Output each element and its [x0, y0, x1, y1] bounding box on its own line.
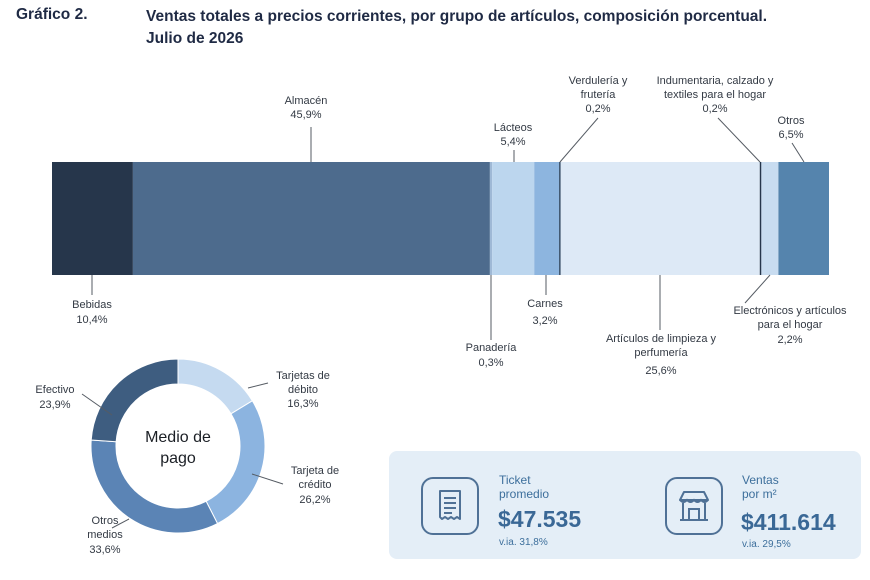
label-verduleria-line1: Verdulería y [569, 75, 628, 87]
label-limpieza-line1: Artículos de limpieza y [606, 333, 717, 345]
figure-number: Gráfico 2. [16, 6, 88, 23]
store-icon [665, 477, 723, 535]
donut-slice-tarjeta-de-credito [205, 400, 266, 525]
label-electronicos-value: 2,2% [777, 334, 802, 346]
leader-lines [91, 117, 805, 340]
receipt-icon [421, 477, 479, 535]
chart-title: Ventas totales a precios corrientes, por… [146, 6, 866, 50]
donut-label-debito-line1: Tarjetas de [276, 370, 330, 382]
donut-label-efectivo-name: Efectivo [35, 384, 74, 396]
donut-labels: Efectivo 23,9% Tarjetas de débito 16,3% … [35, 370, 339, 556]
donut-label-credito-line2: crédito [298, 479, 331, 491]
ticket-label: Ticket promedio [499, 473, 549, 501]
label-bebidas-value: 10,4% [76, 314, 107, 326]
leader-otros [791, 142, 805, 163]
chart-title-line2: Julio de 2026 [146, 30, 244, 47]
donut-label-otros-line2: medios [87, 529, 123, 541]
bar-segment-otros [778, 162, 829, 275]
donut-label-credito-value: 26,2% [299, 494, 330, 506]
donut-label-debito-line2: débito [288, 384, 318, 396]
chart-title-line1: Ventas totales a precios corrientes, por… [146, 8, 768, 25]
donut-leader-debito [247, 382, 269, 389]
bar-segment-bebidas [52, 162, 133, 275]
donut-center-line1: Medio de [145, 429, 211, 446]
ticket-value: $47.535 [498, 506, 582, 532]
donut-chart [90, 358, 266, 534]
ventas-change: v.ia. 29,5% [742, 539, 791, 550]
donut-leader-efectivo [81, 393, 113, 416]
donut-label-otros-value: 33,6% [89, 544, 120, 556]
label-carnes-name: Carnes [527, 298, 563, 310]
label-otros-name: Otros [778, 115, 805, 127]
kpi-panel: Ticket promedio $47.535 v.ia. 31,8% Vent… [389, 451, 861, 559]
bar-segment-electronicos-y-articulos-para-el-hogar [761, 162, 779, 275]
leader-electronicos [744, 274, 771, 304]
donut-label-efectivo-value: 23,9% [39, 399, 70, 411]
label-lacteos-name: Lácteos [494, 122, 533, 134]
bar-segment-almacen [132, 162, 490, 275]
bar-segment-lacteos [492, 162, 535, 275]
label-indumentaria-value: 0,2% [702, 103, 727, 115]
label-panaderia-name: Panadería [466, 342, 518, 354]
label-verduleria-line2: frutería [581, 89, 617, 101]
ticket-label-line1: Ticket [499, 473, 531, 487]
ticket-label-line2: promedio [499, 487, 550, 501]
label-almacen-name: Almacén [285, 95, 328, 107]
bar-segment-carnes [534, 162, 560, 275]
donut-leader-credito [251, 473, 284, 485]
bar-segment-verduleria-y-fruteria [559, 162, 561, 275]
label-electronicos-line2: para el hogar [758, 319, 823, 331]
donut-slice-efectivo [90, 358, 179, 443]
ventas-label: Ventas por m² [742, 473, 779, 501]
label-panaderia-value: 0,3% [478, 357, 503, 369]
label-almacen-value: 45,9% [290, 109, 321, 121]
label-indumentaria-line2: textiles para el hogar [664, 89, 766, 101]
label-otros-value: 6,5% [778, 129, 803, 141]
ticket-change: v.ia. 31,8% [499, 537, 548, 548]
label-lacteos-value: 5,4% [500, 136, 525, 148]
ventas-label-line1: Ventas [742, 473, 779, 487]
label-carnes-value: 3,2% [532, 315, 557, 327]
leader-verduleria [559, 117, 599, 163]
stacked-bar [52, 162, 829, 275]
label-indumentaria-line1: Indumentaria, calzado y [657, 75, 774, 87]
donut-center-line2: pago [160, 450, 196, 467]
bar-segment-articulos-de-limpieza-y-perfumeria [560, 162, 760, 275]
donut-leader-lines [81, 382, 284, 529]
label-limpieza-line2: perfumería [634, 347, 688, 359]
label-limpieza-value: 25,6% [645, 365, 676, 377]
bar-segment-panaderia [489, 162, 493, 275]
ventas-label-line2: por m² [742, 487, 777, 501]
donut-label-debito-value: 16,3% [287, 398, 318, 410]
ventas-value: $411.614 [741, 509, 836, 535]
donut-label-otros-line1: Otros [92, 515, 119, 527]
label-bebidas-name: Bebidas [72, 299, 112, 311]
donut-slice-tarjetas-de-debito [177, 358, 254, 415]
bar-labels: Almacén 45,9% Lácteos 5,4% Verdulería y … [72, 75, 847, 377]
label-electronicos-line1: Electrónicos y artículos [733, 305, 847, 317]
donut-leader-otros [111, 518, 130, 529]
donut-label-credito-line1: Tarjeta de [291, 465, 339, 477]
bar-segment-indumentaria-calzado-y-textiles-para-el-hogar [759, 162, 762, 275]
label-verduleria-value: 0,2% [585, 103, 610, 115]
leader-indumentaria [717, 117, 761, 163]
